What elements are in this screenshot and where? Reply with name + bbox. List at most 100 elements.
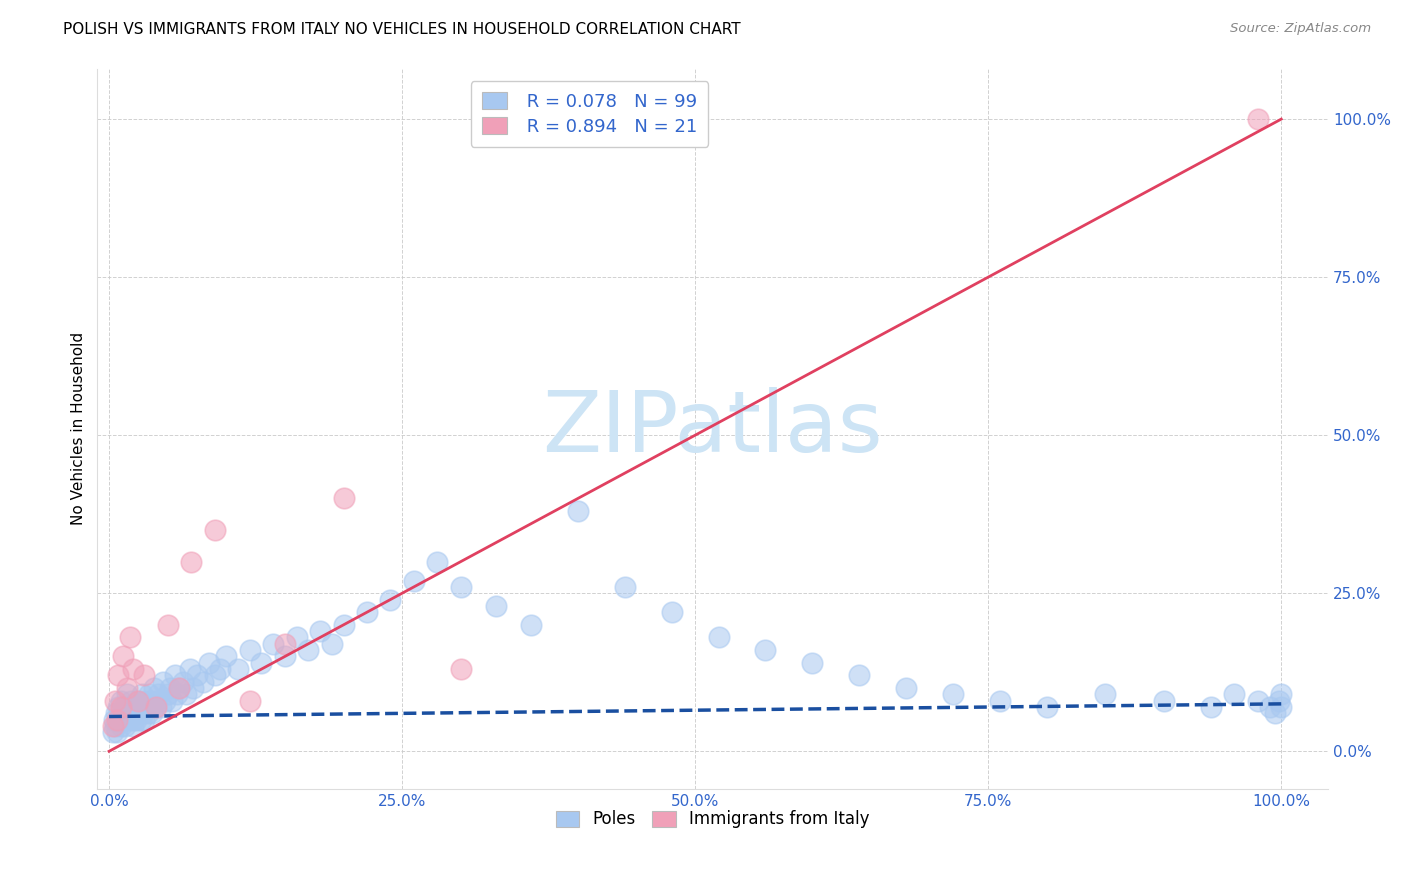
Point [110,700,132,714]
Point [132,706,155,721]
Point [172,674,194,689]
Point [356,605,378,619]
Point [209,662,232,676]
Point [274,649,297,664]
Point [179,662,201,676]
Point [250,656,273,670]
Point [114,719,136,733]
Point [309,624,332,639]
Point [186,668,208,682]
Point [145,700,167,714]
Point [1258,700,1281,714]
Point [107,668,129,682]
Point [105,725,128,739]
Point [332,618,354,632]
Point [108,713,131,727]
Point [101,719,124,733]
Point [118,700,141,714]
Point [121,719,143,733]
Point [485,599,508,613]
Point [176,687,198,701]
Point [112,649,135,664]
Point [131,687,153,701]
Y-axis label: No Vehicles in Household: No Vehicles in Household [72,333,86,525]
Point [1270,700,1292,714]
Point [1153,694,1175,708]
Point [139,700,162,714]
Point [1268,694,1291,708]
Point [707,631,730,645]
Point [1223,687,1246,701]
Point [197,656,219,670]
Point [1247,112,1270,127]
Point [163,668,186,682]
Point [1199,700,1222,714]
Point [129,713,152,727]
Point [204,668,226,682]
Legend: Poles, Immigrants from Italy: Poles, Immigrants from Italy [550,804,876,835]
Point [120,694,142,708]
Point [180,555,202,569]
Point [112,713,135,727]
Point [128,700,150,714]
Point [156,687,179,701]
Point [942,687,965,701]
Point [152,674,174,689]
Point [145,694,167,708]
Point [104,694,127,708]
Point [332,491,354,506]
Point [122,700,145,714]
Point [426,555,449,569]
Point [848,668,870,682]
Point [215,649,238,664]
Point [661,605,683,619]
Point [226,662,249,676]
Point [141,694,163,708]
Point [1247,694,1270,708]
Point [613,580,636,594]
Point [239,643,262,657]
Point [285,631,308,645]
Point [105,713,128,727]
Point [121,662,143,676]
Point [156,618,179,632]
Point [138,687,160,701]
Point [124,706,146,721]
Point [115,706,138,721]
Point [117,713,139,727]
Point [105,706,128,721]
Point [143,700,166,714]
Point [115,681,138,695]
Point [159,681,181,695]
Point [520,618,543,632]
Point [191,674,214,689]
Point [155,694,177,708]
Point [134,694,156,708]
Point [127,694,149,708]
Point [162,694,184,708]
Text: POLISH VS IMMIGRANTS FROM ITALY NO VEHICLES IN HOUSEHOLD CORRELATION CHART: POLISH VS IMMIGRANTS FROM ITALY NO VEHIC… [63,22,741,37]
Point [169,681,191,695]
Point [183,681,205,695]
Point [141,706,163,721]
Point [125,713,148,727]
Point [754,643,776,657]
Point [274,637,297,651]
Point [134,713,156,727]
Point [894,681,917,695]
Point [1094,687,1116,701]
Point [135,700,157,714]
Point [402,574,425,588]
Point [127,706,149,721]
Point [142,681,165,695]
Point [112,700,135,714]
Point [262,637,284,651]
Point [1270,687,1292,701]
Point [1264,706,1286,721]
Point [111,706,134,721]
Point [110,719,132,733]
Point [148,687,170,701]
Text: ZIPatlas: ZIPatlas [543,387,883,470]
Point [127,694,149,708]
Point [450,580,472,594]
